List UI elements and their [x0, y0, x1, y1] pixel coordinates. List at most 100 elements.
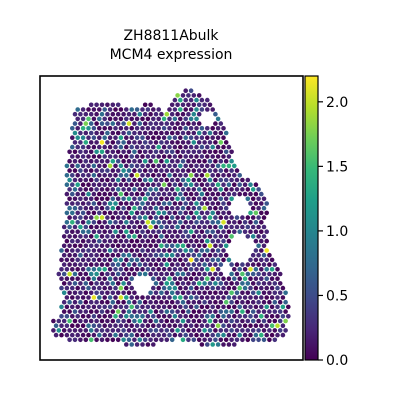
spot	[80, 295, 86, 300]
spot	[137, 177, 143, 183]
spot	[97, 257, 102, 263]
spot	[134, 144, 140, 150]
spot	[97, 182, 102, 187]
spot	[253, 238, 259, 244]
spot	[113, 116, 118, 122]
spot	[267, 337, 272, 343]
spot	[226, 173, 232, 178]
spot	[226, 285, 232, 291]
spot	[245, 262, 251, 267]
spot	[256, 205, 261, 211]
spot	[145, 191, 151, 197]
spot	[86, 191, 91, 197]
spot	[180, 111, 186, 117]
spot	[121, 158, 126, 164]
spot	[180, 121, 186, 126]
spot	[169, 318, 175, 324]
spot	[70, 182, 75, 187]
spot	[97, 220, 102, 225]
spot	[121, 271, 126, 277]
spot	[102, 248, 107, 253]
spot	[118, 116, 124, 122]
spot	[72, 318, 78, 324]
spot	[70, 144, 75, 150]
spot	[280, 314, 286, 319]
spot	[277, 290, 283, 296]
spot	[218, 130, 224, 136]
spot	[196, 252, 202, 258]
spot	[137, 309, 143, 314]
spot	[159, 262, 164, 267]
spot	[107, 126, 113, 131]
spot	[283, 299, 288, 305]
spot	[102, 238, 107, 244]
spot	[242, 182, 248, 187]
spot	[188, 201, 194, 206]
spot	[267, 318, 272, 324]
spot	[210, 304, 215, 310]
spot	[280, 295, 286, 300]
spot	[242, 332, 248, 338]
spot	[275, 295, 280, 300]
spot	[102, 304, 107, 310]
spot	[256, 224, 261, 230]
spot	[169, 271, 175, 277]
spot	[86, 163, 91, 169]
spot	[199, 314, 205, 319]
spot	[142, 177, 148, 183]
spot	[164, 234, 170, 239]
spot	[64, 173, 70, 178]
spot	[102, 173, 107, 178]
spot	[107, 276, 113, 282]
spot	[107, 238, 113, 244]
spot	[132, 262, 137, 267]
spot	[59, 257, 64, 263]
spot	[207, 215, 213, 220]
spot	[180, 243, 186, 249]
spot	[132, 271, 137, 277]
spot	[64, 276, 70, 282]
spot	[129, 116, 134, 122]
spot	[94, 224, 99, 230]
spot	[250, 290, 256, 296]
spot	[264, 257, 270, 263]
spot	[259, 201, 264, 206]
spot	[140, 248, 145, 253]
spot	[196, 140, 202, 145]
spot	[205, 144, 210, 150]
spot	[191, 168, 197, 173]
spot	[102, 163, 107, 169]
spot	[140, 314, 145, 319]
spot	[250, 299, 256, 305]
spot	[164, 205, 170, 211]
spot	[118, 173, 124, 178]
spot	[59, 285, 64, 291]
spot	[213, 224, 218, 230]
spot	[53, 323, 59, 329]
spot	[105, 243, 110, 249]
spot	[178, 304, 183, 310]
spot	[129, 238, 134, 244]
spot	[229, 271, 234, 277]
spot	[256, 252, 261, 258]
spot	[218, 262, 224, 267]
spot	[126, 177, 132, 183]
spot	[218, 168, 224, 173]
spot	[86, 154, 91, 159]
spot	[250, 252, 256, 258]
spot	[142, 111, 148, 117]
spot	[245, 187, 251, 192]
spot	[70, 276, 75, 282]
spot	[107, 201, 113, 206]
spot	[113, 295, 118, 300]
spot	[140, 163, 145, 169]
spot	[205, 220, 210, 225]
spot	[207, 102, 213, 108]
spot	[72, 149, 78, 155]
spot	[164, 158, 170, 164]
spot	[183, 285, 188, 291]
spot	[83, 224, 89, 230]
spot	[67, 149, 72, 155]
spot	[234, 318, 240, 324]
spot	[259, 229, 264, 234]
